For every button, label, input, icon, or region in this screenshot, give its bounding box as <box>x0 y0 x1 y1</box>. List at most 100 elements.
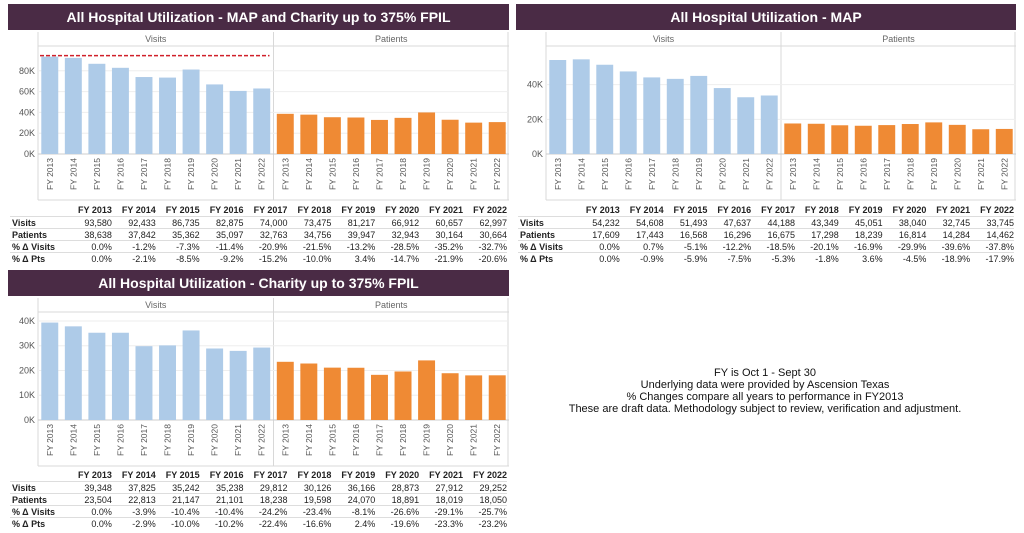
table-cell: 16,814 <box>882 228 927 241</box>
x-tick-label: FY 2014 <box>68 158 78 190</box>
table-row-label: % Δ Pts <box>10 517 68 529</box>
visits-bar-fy2020 <box>713 88 731 154</box>
patients-bar-fy2013 <box>276 113 294 154</box>
pane-header-visits: Visits <box>145 34 167 44</box>
visits-bar-fy2013 <box>549 59 567 154</box>
table-cell: 29,812 <box>243 481 288 494</box>
x-tick-label: FY 2018 <box>670 158 680 190</box>
chart-panel-map-charity: All Hospital Utilization - MAP and Chari… <box>8 4 509 266</box>
x-tick-label: FY 2016 <box>858 158 868 190</box>
table-cell: -3.9% <box>111 505 156 518</box>
table-cell: -22.4% <box>243 517 288 529</box>
visits-bar-fy2021 <box>737 97 755 154</box>
table-cell: 39,348 <box>68 481 112 494</box>
x-tick-label: FY 2015 <box>600 158 610 190</box>
y-tick-label: 0K <box>24 149 35 159</box>
table-cell: -5.9% <box>663 252 708 264</box>
visits-bar-fy2014 <box>572 59 590 155</box>
table-column-header: FY 2015 <box>165 469 200 480</box>
table-cell: 23,504 <box>68 493 112 506</box>
table-cell: 29,252 <box>463 481 507 494</box>
table-cell: 17,609 <box>576 228 620 241</box>
x-tick-label: FY 2020 <box>717 158 727 190</box>
visits-bar-fy2022 <box>253 347 271 420</box>
table-cell: 32,943 <box>375 228 420 241</box>
table-cell: 22,813 <box>111 493 156 506</box>
table-cell: 32,745 <box>926 216 971 229</box>
table-corner <box>518 203 576 217</box>
table-cell: 0.7% <box>619 240 664 253</box>
patients-bar-fy2020 <box>441 373 459 420</box>
x-tick-label: FY 2021 <box>741 158 751 190</box>
chart-panel-map: All Hospital Utilization - MAP Visits Pat… <box>516 4 1016 266</box>
table-column-header: FY 2018 <box>297 204 332 215</box>
x-tick-label: FY 2021 <box>976 158 986 190</box>
x-tick-label: FY 2021 <box>469 158 479 190</box>
visits-bar-fy2017 <box>135 346 153 420</box>
table-cell: 47,637 <box>707 216 752 229</box>
table-cell: -29.9% <box>882 240 927 253</box>
table-cell: -39.6% <box>926 240 971 253</box>
table-corner <box>10 203 68 217</box>
x-tick-label: FY 2017 <box>139 424 149 456</box>
visits-bar-fy2019 <box>182 330 200 420</box>
visits-bar-fy2021 <box>229 90 247 154</box>
table-cell: -7.5% <box>707 252 752 264</box>
table-cell: -8.5% <box>155 252 200 264</box>
y-tick-label: 40K <box>19 107 35 117</box>
pane-header-visits: Visits <box>145 300 167 310</box>
y-tick-label: 0K <box>532 149 543 159</box>
x-tick-label: FY 2015 <box>327 424 337 456</box>
patients-bar-fy2018 <box>901 124 919 154</box>
x-tick-label: FY 2013 <box>280 158 290 190</box>
patients-bar-fy2020 <box>441 119 459 154</box>
table-row: Patients 17,609 17,443 16,568 16,296 16,675 17… <box>518 228 1014 241</box>
x-tick-label: FY 2022 <box>999 158 1009 190</box>
table-cell: 0.0% <box>68 517 112 529</box>
table-row: % Δ Visits 0.0% 0.7% -5.1% -12.2% -18.5% -20.1… <box>518 240 1014 253</box>
table-cell: -10.2% <box>199 517 244 529</box>
notes-block: FY is Oct 1 - Sept 30 Underlying data we… <box>540 367 990 415</box>
table-row-label: Visits <box>518 216 576 229</box>
patients-bar-fy2021 <box>465 375 483 420</box>
table-column-header: FY 2017 <box>761 204 795 215</box>
patients-bar-fy2017 <box>370 374 388 420</box>
table-cell: 81,217 <box>331 216 376 229</box>
table-cell: 14,462 <box>970 228 1014 241</box>
visits-bar-fy2016 <box>619 71 637 154</box>
table-cell: 18,891 <box>375 493 420 506</box>
table-column-header: FY 2020 <box>385 469 420 480</box>
x-tick-label: FY 2022 <box>492 158 502 190</box>
table-cell: -2.9% <box>111 517 156 529</box>
table-row-label: % Δ Visits <box>518 240 576 253</box>
table-column-header: FY 2021 <box>429 469 464 480</box>
patients-bar-fy2018 <box>394 371 412 420</box>
x-tick-label: FY 2019 <box>186 158 196 190</box>
table-cell: 19,598 <box>287 493 332 506</box>
table-column-header: FY 2017 <box>253 204 288 215</box>
table-column-header: FY 2021 <box>429 204 464 215</box>
panel-title: All Hospital Utilization - MAP <box>516 4 1016 30</box>
x-tick-label: FY 2016 <box>115 424 125 456</box>
x-tick-label: FY 2014 <box>304 424 314 456</box>
x-tick-label: FY 2014 <box>304 158 314 190</box>
table-cell: 18,239 <box>838 228 883 241</box>
table-row-label: Patients <box>10 493 68 506</box>
patients-bar-fy2021 <box>465 122 483 154</box>
table-cell: 33,745 <box>970 216 1014 229</box>
table-row: Visits 54,232 54,608 51,493 47,637 44,188 43,3… <box>518 216 1014 229</box>
x-tick-label: FY 2022 <box>257 158 267 190</box>
x-tick-label: FY 2017 <box>374 424 384 456</box>
y-tick-label: 80K <box>19 66 35 76</box>
patients-bar-fy2016 <box>347 367 365 420</box>
table-cell: 0.0% <box>576 240 620 253</box>
x-tick-label: FY 2015 <box>92 158 102 190</box>
table-header-row: FY 2013 FY 2014 FY 2015 FY 2016 FY 2017 FY 20… <box>518 203 1014 217</box>
table-column-header: FY 2019 <box>848 204 883 215</box>
pane-header-visits: Visits <box>653 34 675 44</box>
x-tick-label: FY 2020 <box>210 424 220 456</box>
table-cell: 21,147 <box>155 493 200 506</box>
table-cell: 3.6% <box>838 252 883 264</box>
table-cell: 24,070 <box>331 493 376 506</box>
note-line: FY is Oct 1 - Sept 30 <box>714 367 816 379</box>
